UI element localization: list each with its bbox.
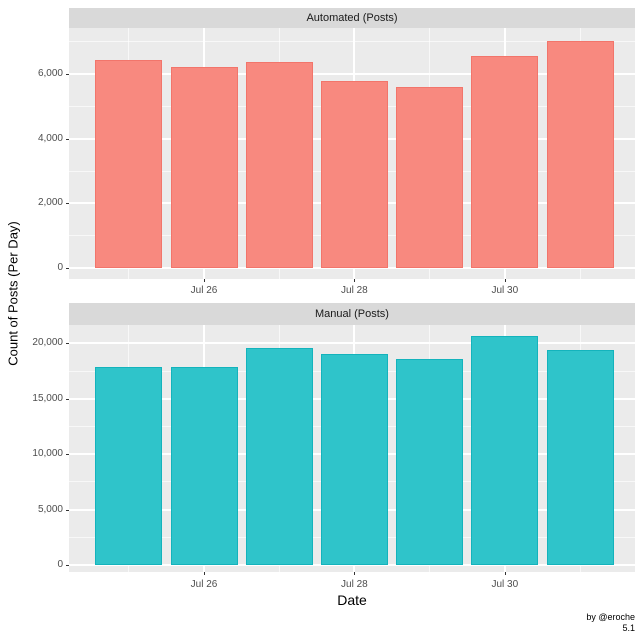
facet-strip-manual: Manual (Posts) xyxy=(69,303,635,325)
y-tick-mark xyxy=(66,138,69,140)
y-tick-label: 2,000 xyxy=(37,197,63,209)
gridline-major-horizontal xyxy=(69,73,635,76)
caption-author: by @eroche xyxy=(586,612,635,622)
facet-strip-automated: Automated (Posts) xyxy=(69,8,635,28)
x-axis-title: Date xyxy=(337,592,367,608)
bar-jul-29 xyxy=(396,87,464,269)
x-tick-label: Jul 30 xyxy=(491,285,519,296)
y-tick-mark xyxy=(66,343,69,345)
x-tick-mark xyxy=(354,279,356,282)
bar-jul-25 xyxy=(95,367,163,566)
y-tick-mark xyxy=(66,565,69,567)
gridline-minor-horizontal xyxy=(69,41,635,43)
x-tick-label: Jul 28 xyxy=(341,579,368,590)
y-axis-labels-manual: 0 5,000 10,000 15,000 20,000 xyxy=(0,325,63,572)
y-tick-label: 20,000 xyxy=(32,337,63,349)
x-axis-labels-automated: Jul 26 Jul 28 Jul 30 xyxy=(69,283,635,297)
gridline-major-horizontal xyxy=(69,564,635,567)
facet-strip-manual-label: Manual (Posts) xyxy=(315,308,389,320)
y-tick-mark xyxy=(66,398,69,400)
x-tick-label: Jul 30 xyxy=(491,579,519,590)
bar-jul-27 xyxy=(245,347,313,566)
gridline-major-horizontal xyxy=(69,342,635,345)
facet-panel-manual xyxy=(69,325,635,572)
y-tick-mark xyxy=(66,74,69,76)
bar-jul-28 xyxy=(320,353,388,566)
y-tick-label: 6,000 xyxy=(37,68,63,80)
y-tick-mark xyxy=(66,268,69,270)
y-tick-mark xyxy=(66,509,69,511)
facet-panel-automated xyxy=(69,28,635,279)
x-tick-mark xyxy=(204,572,205,575)
bar-jul-25 xyxy=(95,59,163,269)
bar-jul-27 xyxy=(245,61,313,269)
y-tick-label: 15,000 xyxy=(32,392,63,404)
x-tick-label: Jul 26 xyxy=(190,285,218,296)
bar-jul-28 xyxy=(320,80,388,269)
x-tick-label: Jul 26 xyxy=(190,579,218,590)
bar-jul-30 xyxy=(471,55,539,269)
y-tick-mark xyxy=(66,203,69,205)
x-tick-mark xyxy=(204,279,205,282)
bar-jul-30 xyxy=(471,336,539,566)
x-tick-mark xyxy=(504,279,506,282)
y-tick-label: 0 xyxy=(57,559,63,571)
x-tick-mark xyxy=(504,572,506,575)
y-tick-label: 0 xyxy=(57,262,63,274)
y-tick-mark xyxy=(66,454,69,456)
x-axis-labels-manual: Jul 26 Jul 28 Jul 30 xyxy=(69,577,635,591)
y-axis-labels-automated: 0 2,000 4,000 6,000 xyxy=(0,28,63,279)
y-tick-label: 10,000 xyxy=(32,448,63,460)
bar-jul-26 xyxy=(170,367,238,566)
y-tick-label: 5,000 xyxy=(37,503,63,515)
gridline-major-horizontal xyxy=(69,267,635,270)
y-tick-label: 4,000 xyxy=(37,132,63,144)
bar-jul-26 xyxy=(170,67,238,269)
x-tick-label: Jul 28 xyxy=(341,285,368,296)
caption: by @eroche 5.1 xyxy=(586,612,635,634)
caption-version: 5.1 xyxy=(622,623,635,633)
bar-jul-31 xyxy=(546,40,614,269)
bar-jul-29 xyxy=(396,359,464,566)
bar-jul-31 xyxy=(546,349,614,566)
facet-strip-automated-label: Automated (Posts) xyxy=(306,12,398,24)
x-tick-mark xyxy=(354,572,356,575)
